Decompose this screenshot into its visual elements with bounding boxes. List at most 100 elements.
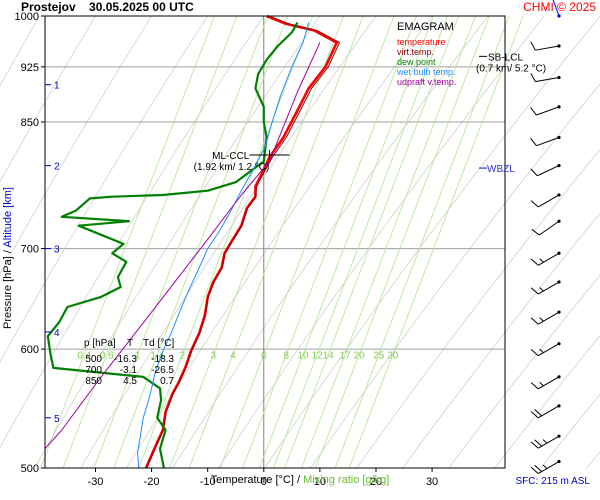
plot-frame (44, 15, 506, 469)
dry-adiabat-line (0, 15, 209, 363)
dry-adiabat-line (494, 334, 600, 469)
wind-barb-staff (537, 376, 560, 390)
wind-barbs (530, 0, 561, 474)
wind-barb-feather (534, 409, 543, 417)
wind-barb-feather (530, 349, 539, 357)
wind-barb-staff (535, 77, 560, 83)
wind-barb-staff (536, 106, 560, 116)
dry-adiabat-line (0, 15, 96, 183)
y-axis-label: Pressure [hPa] / Altitude [km] (2, 187, 14, 329)
annotations: ML-CCL(1.92 km/ 1.2 °C) SB-LCL(0.7 km/ 5.… (194, 52, 546, 175)
series-line-wet-bulb-temp (137, 22, 310, 469)
table-cell-dewpoint: -26.5 (151, 365, 174, 376)
table-cell-dewpoint: -18.3 (151, 354, 174, 365)
mixing-ratio-line (219, 15, 395, 469)
dry-adiabat-line (264, 15, 600, 469)
dry-adiabat-line (80, 15, 377, 469)
wind-barb-staff (536, 137, 560, 147)
wind-barb-base (557, 193, 561, 197)
y-tick-label: 500 (21, 463, 39, 475)
wind-barb-base (557, 310, 561, 314)
mixing-ratio-line (348, 15, 524, 469)
mixing-ratio-line (169, 15, 344, 469)
legend-entry: temperature (397, 37, 446, 47)
wind-barb-staff (539, 220, 560, 236)
table-cell-pressure: 850 (85, 376, 102, 387)
mixing-ratio-lines: 0.4 0.6 1 1.4 2 3 4 6 8 10 12 14 17 20 25 30 (40, 15, 524, 469)
table-cell-dewpoint: 0.7 (160, 376, 174, 387)
series-line-virt-temp (146, 15, 340, 469)
wind-barb-base (557, 163, 561, 168)
wind-barb-staff (537, 252, 560, 266)
y-tick-label: 1000 (15, 11, 39, 23)
wind-barb-feather (530, 441, 539, 449)
x-axis-label-mixing-ratio: Mixing ratio [g/kg] (303, 474, 389, 486)
x-axis-label-temperature: Temperature [°C] (211, 474, 297, 486)
altitude-tick-label: 5 (54, 414, 60, 425)
reference-lines (0, 15, 600, 469)
mixing-ratio-label: 14 (323, 351, 335, 362)
mixing-ratio-label: 0.4 (77, 351, 91, 362)
wind-barb-staff (537, 343, 560, 357)
wind-barb-base (557, 459, 561, 464)
mixing-ratio-line (301, 15, 476, 469)
wind-barb-staff (537, 281, 560, 295)
mixing-ratio-label: 20 (354, 351, 366, 362)
wbzl-label: WBZL (487, 164, 515, 175)
level-table: p [hPa] T Td [°C] 500 -16.3 -18.3 700 -3.1 -26.5… (84, 338, 174, 387)
wind-barb-base (557, 135, 561, 140)
altitude-tick-label: 2 (54, 162, 60, 173)
wind-barb-base (557, 280, 561, 284)
wind-barb-half-feather (539, 287, 544, 292)
y-tick-label: 850 (21, 117, 39, 129)
wind-barb-base (557, 219, 561, 223)
mixing-ratio-label: 10 (297, 351, 309, 362)
x-tick-label: -10 (200, 476, 216, 488)
mixing-ratio-label: 4 (230, 351, 236, 362)
x-tick-label: 20 (370, 476, 382, 488)
chart-header: Prostejov 30.05.2025 00 UTC (21, 0, 194, 14)
y-axis-label-separator: / (2, 248, 14, 254)
wind-barb-base (557, 251, 561, 255)
mixing-ratio-line (242, 15, 417, 469)
wind-barb-feather (530, 382, 539, 390)
altitude-tick-label: 1 (54, 81, 60, 92)
wind-barb-feather (534, 439, 543, 447)
x-tick-label: 10 (314, 476, 326, 488)
wind-barb-feather (530, 107, 537, 116)
table-cell-temp: 4.5 (123, 376, 137, 387)
wind-barb-staff (537, 311, 560, 325)
dry-adiabat-line (448, 274, 600, 469)
y-tick-label: 925 (21, 62, 39, 74)
dry-adiabat-line (540, 393, 600, 469)
table-cell-pressure: 500 (85, 354, 102, 365)
y-axis-label-altitude: Altitude [km] (2, 187, 14, 248)
mixing-ratio-line (113, 15, 288, 469)
sounding-series (44, 14, 340, 469)
surface-elevation-label: SFC: 215 m ASL (516, 476, 591, 487)
mixing-ratio-line (273, 15, 448, 469)
wind-barb-half-feather (539, 258, 544, 263)
altitude-tick-label: 3 (54, 245, 60, 256)
table-cell-temp: -16.3 (114, 354, 137, 365)
wind-barb-feather (530, 137, 537, 147)
mixing-ratio-line (138, 15, 314, 469)
dry-adiabat-line (402, 212, 600, 469)
y-tick-label: 600 (21, 344, 39, 356)
wind-barb-half-feather (539, 317, 544, 322)
wind-barb-half-feather (539, 381, 544, 387)
y-axis-label-pressure: Pressure [hPa] (2, 253, 14, 329)
wind-barb-half-feather (542, 439, 548, 444)
mixing-ratio-label: 30 (387, 351, 399, 362)
legend-entry: dew point (397, 57, 436, 67)
table-header: p [hPa] (84, 338, 116, 349)
x-tick-label: -20 (144, 476, 160, 488)
wind-barb-staff (537, 165, 560, 177)
wind-barb-base (557, 404, 561, 408)
dry-adiabat-line (0, 15, 40, 87)
mixing-ratio-line (40, 15, 215, 469)
series-line-udpraft-v-temp (44, 42, 321, 450)
wind-barb-staff (537, 194, 560, 208)
wind-barb-staff (535, 45, 560, 51)
